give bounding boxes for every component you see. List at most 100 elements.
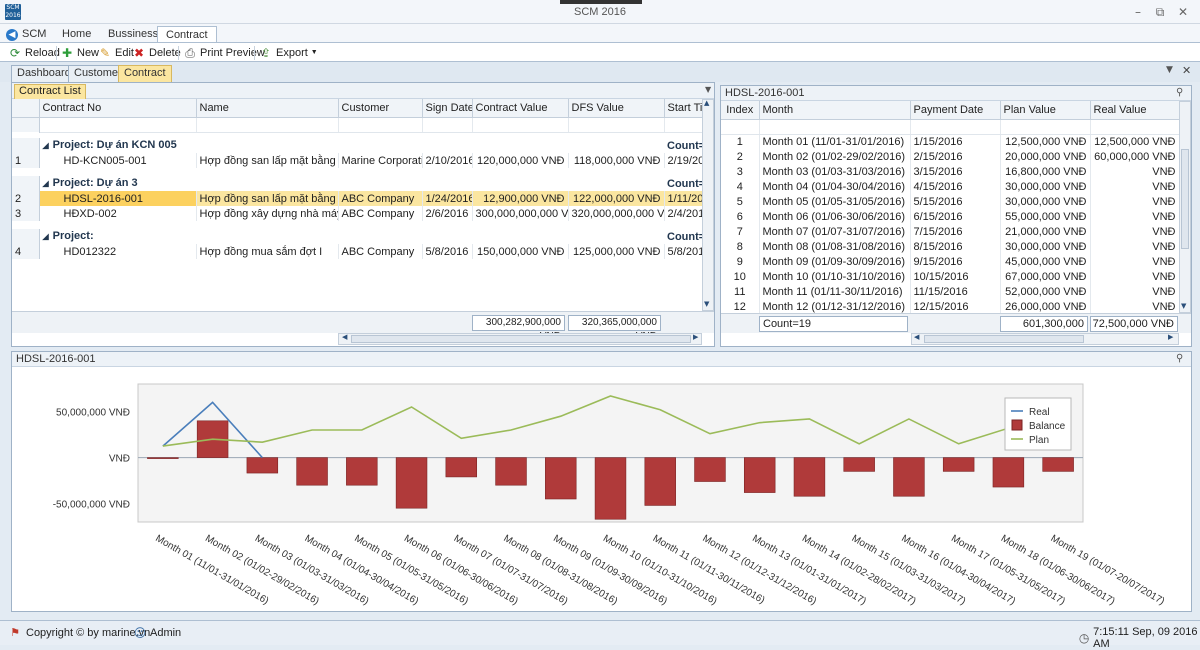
balance-bar[interactable]: [346, 457, 378, 486]
cell-month[interactable]: Month 01 (11/01-31/01/2016): [759, 134, 911, 149]
cell-dfs-value[interactable]: 125,000,000 VNĐ: [568, 244, 665, 259]
expand-icon[interactable]: ◢: [42, 141, 49, 150]
cell-month[interactable]: Month 05 (01/05-31/05/2016): [759, 194, 911, 209]
cell-month[interactable]: Month 08 (01/08-31/08/2016): [759, 239, 911, 254]
cell-name[interactable]: Hợp đồng san lấp mặt bằng 2: [196, 153, 339, 168]
cell-plan-value[interactable]: 52,000,000 VNĐ: [1000, 284, 1091, 299]
col-payment-date[interactable]: Payment Date: [910, 101, 1001, 120]
cell-contract-no[interactable]: HDSL-2016-001: [39, 191, 197, 206]
cell-plan-value[interactable]: 67,000,000 VNĐ: [1000, 269, 1091, 284]
cell-real-value[interactable]: VNĐ: [1090, 194, 1180, 209]
cell-index[interactable]: 3: [721, 164, 760, 179]
cell-customer[interactable]: ABC Company: [338, 191, 423, 206]
table-row[interactable]: 10 Month 10 (01/10-31/10/2016) 10/15/2016 6…: [721, 269, 1180, 284]
cell-index[interactable]: 9: [721, 254, 760, 269]
pin-icon[interactable]: ⚲: [1176, 87, 1184, 98]
col-index[interactable]: Index: [721, 101, 760, 120]
cell-month[interactable]: Month 07 (01/07-31/07/2016): [759, 224, 911, 239]
cell-real-value[interactable]: 12,500,000 VNĐ: [1090, 134, 1180, 149]
cell-customer[interactable]: ABC Company: [338, 206, 423, 221]
cell-plan-value[interactable]: 12,500,000 VNĐ: [1000, 134, 1091, 149]
cell-dfs-value[interactable]: 122,000,000 VNĐ: [568, 191, 665, 206]
minimize-icon[interactable]: –: [1135, 5, 1141, 19]
cell-payment-date[interactable]: 1/15/2016: [910, 134, 1001, 149]
cell-contract-no[interactable]: HĐXD-002: [39, 206, 197, 221]
cell-real-value[interactable]: VNĐ: [1090, 224, 1180, 239]
cell-start-time[interactable]: 2/4/201: [664, 206, 703, 221]
table-row[interactable]: 1 HD-KCN005-001 Hợp đồng san lấp mặt bằn…: [12, 153, 703, 168]
col-real-value[interactable]: Real Value: [1090, 101, 1180, 120]
table-row[interactable]: 7 Month 07 (01/07-31/07/2016) 7/15/2016 21,…: [721, 224, 1180, 239]
current-user[interactable]: ☺ Admin: [133, 626, 181, 640]
col-customer[interactable]: Customer: [338, 99, 423, 118]
table-row[interactable]: 2 Month 02 (01/02-29/02/2016) 2/15/2016 20,…: [721, 149, 1180, 164]
balance-bar[interactable]: [1042, 457, 1074, 472]
cell-payment-date[interactable]: 9/15/2016: [910, 254, 1001, 269]
group-row-kcn005[interactable]: ◢Project: Dự án KCN 005 Count=1: [12, 138, 702, 153]
cell-payment-date[interactable]: 7/15/2016: [910, 224, 1001, 239]
cell-contract-value[interactable]: 120,000,000 VNĐ: [472, 153, 569, 168]
cell-index[interactable]: 11: [721, 284, 760, 299]
series-line-plan[interactable]: [162, 395, 1059, 447]
panel-dropdown-icon[interactable]: ▼: [705, 85, 712, 94]
group-row-project[interactable]: ◢Project: Count=1: [12, 229, 702, 244]
tab-contract-doc[interactable]: Contract: [118, 65, 172, 82]
cell-dfs-value[interactable]: 320,000,000,000 VNĐ: [568, 206, 665, 221]
balance-bar[interactable]: [893, 457, 925, 497]
scroll-down-icon[interactable]: ▼: [1181, 302, 1187, 310]
balance-bar[interactable]: [495, 457, 527, 486]
tab-bussiness[interactable]: Bussiness: [108, 28, 159, 40]
cell-month[interactable]: Month 03 (01/03-31/03/2016): [759, 164, 911, 179]
cell-start-time[interactable]: 1/11/20: [664, 191, 703, 206]
contract-list-tab[interactable]: Contract List: [14, 84, 86, 99]
reload-button[interactable]: ⟳ Reload: [8, 45, 60, 61]
cell-plan-value[interactable]: 55,000,000 VNĐ: [1000, 209, 1091, 224]
cell-contract-no[interactable]: HD012322: [39, 244, 197, 259]
balance-bar[interactable]: [594, 457, 627, 520]
scm-back-button[interactable]: ◀ SCM: [0, 26, 54, 43]
cell-payment-date[interactable]: 12/15/2016: [910, 299, 1001, 314]
scroll-thumb[interactable]: [351, 335, 691, 343]
scroll-thumb[interactable]: [1181, 149, 1189, 249]
cell-month[interactable]: Month 12 (01/12-31/12/2016): [759, 299, 911, 314]
cell-plan-value[interactable]: 26,000,000 VNĐ: [1000, 299, 1091, 314]
cell-real-value[interactable]: VNĐ: [1090, 239, 1180, 254]
cell-sign-date[interactable]: 2/10/2016: [422, 153, 473, 168]
table-row-selected[interactable]: 2 HDSL-2016-001 Hợp đồng san lấp mặt bằn…: [12, 191, 703, 206]
horizontal-scrollbar[interactable]: ◀ ▶: [338, 333, 702, 345]
pin-icon[interactable]: ⚲: [1176, 353, 1184, 364]
cell-name[interactable]: Hợp đồng san lấp mặt bằng: [196, 191, 339, 206]
cell-contract-value[interactable]: 150,000,000 VNĐ: [472, 244, 569, 259]
col-sign-date[interactable]: Sign Date: [422, 99, 473, 118]
balance-bar[interactable]: [743, 457, 776, 493]
cell-sign-date[interactable]: 5/8/2016: [422, 244, 473, 259]
vertical-scrollbar[interactable]: ▼: [1179, 101, 1191, 313]
balance-bar[interactable]: [395, 457, 428, 509]
cell-payment-date[interactable]: 4/15/2016: [910, 179, 1001, 194]
cell-index[interactable]: 6: [721, 209, 760, 224]
cell-real-value[interactable]: VNĐ: [1090, 284, 1180, 299]
cell-month[interactable]: Month 11 (01/11-30/11/2016): [759, 284, 911, 299]
table-row[interactable]: 9 Month 09 (01/09-30/09/2016) 9/15/2016 45,…: [721, 254, 1180, 269]
cell-start-time[interactable]: 5/8/201: [664, 244, 703, 259]
cell-real-value[interactable]: 60,000,000 VNĐ: [1090, 149, 1180, 164]
cell-real-value[interactable]: VNĐ: [1090, 254, 1180, 269]
scroll-thumb[interactable]: [924, 335, 1084, 343]
new-button[interactable]: ✚ New: [60, 45, 99, 61]
cell-index[interactable]: 1: [721, 134, 760, 149]
table-row[interactable]: 3 HĐXD-002 Hợp đồng xây dựng nhà máy ABC…: [12, 206, 703, 221]
col-plan-value[interactable]: Plan Value: [1000, 101, 1091, 120]
print-preview-button[interactable]: ⎙ Print Preview: [183, 45, 265, 61]
scroll-left-icon[interactable]: ◀: [914, 333, 920, 341]
cell-sign-date[interactable]: 1/24/2016: [422, 191, 473, 206]
cell-payment-date[interactable]: 3/15/2016: [910, 164, 1001, 179]
cell-payment-date[interactable]: 11/15/2016: [910, 284, 1001, 299]
table-row[interactable]: 3 Month 03 (01/03-31/03/2016) 3/15/2016 16,…: [721, 164, 1180, 179]
balance-bar[interactable]: [694, 457, 726, 482]
cell-plan-value[interactable]: 30,000,000 VNĐ: [1000, 239, 1091, 254]
series-line-real[interactable]: [162, 401, 263, 459]
balance-bar[interactable]: [843, 457, 875, 472]
cell-plan-value[interactable]: 45,000,000 VNĐ: [1000, 254, 1091, 269]
col-dfs-value[interactable]: DFS Value: [568, 99, 665, 118]
balance-bar[interactable]: [246, 457, 279, 474]
